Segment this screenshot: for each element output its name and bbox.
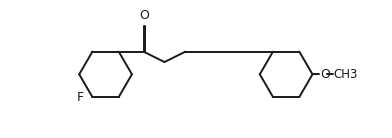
- Text: O: O: [139, 9, 149, 22]
- Text: CH3: CH3: [334, 68, 358, 81]
- Text: F: F: [77, 91, 84, 104]
- Text: O: O: [320, 68, 330, 81]
